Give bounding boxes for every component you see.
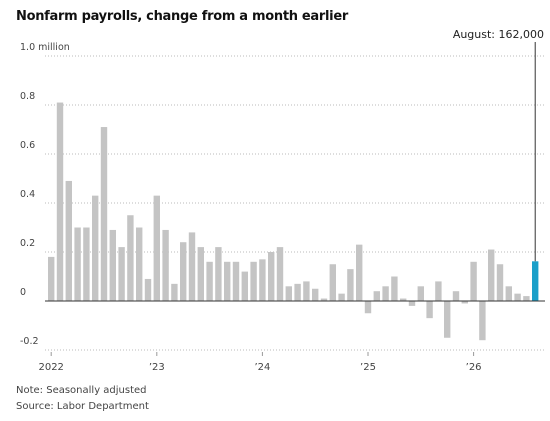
bar (100, 127, 108, 301)
bar (505, 286, 512, 301)
bar (320, 298, 328, 301)
bar (479, 301, 486, 341)
bar (356, 244, 363, 301)
bar (136, 227, 143, 301)
bar (373, 291, 380, 301)
bar (188, 232, 196, 301)
y-tick-label: 0 (20, 287, 26, 298)
bar (92, 195, 99, 301)
bar (391, 276, 398, 301)
bar (162, 229, 169, 301)
bar (232, 261, 240, 301)
note: Note: Seasonally adjusted (16, 385, 147, 396)
annotation: August: 162,000 (453, 28, 544, 41)
y-tick-label: 1.0 million (20, 42, 70, 53)
x-tick-label: ’25 (360, 362, 376, 373)
bar (259, 259, 266, 301)
y-tick-label: -0.2 (20, 336, 39, 347)
bar (206, 261, 213, 301)
bar (224, 261, 231, 301)
x-tick-label: 2022 (38, 362, 63, 373)
source: Source: Labor Department (16, 401, 149, 412)
bar (514, 293, 521, 301)
bar (48, 256, 55, 301)
y-tick-label: 0.4 (20, 189, 35, 200)
bar (329, 264, 336, 301)
bar (523, 296, 530, 301)
bar (83, 227, 90, 301)
x-tick-label: ’24 (254, 362, 270, 373)
bar (127, 215, 134, 301)
bar (496, 264, 504, 301)
bar (215, 247, 222, 301)
bar (400, 298, 407, 301)
bar (444, 301, 451, 338)
bar (452, 291, 460, 301)
bar (109, 229, 116, 301)
bar (426, 301, 433, 319)
chart-title: Nonfarm payrolls, change from a month ea… (16, 9, 349, 24)
bar (312, 288, 319, 301)
bar (532, 261, 539, 301)
bar (144, 278, 152, 301)
bar (171, 283, 178, 301)
bar (294, 283, 301, 301)
y-tick-label: 0.8 (20, 91, 35, 102)
bar (180, 242, 187, 301)
bar (435, 281, 442, 301)
bar (250, 261, 257, 301)
bar (268, 252, 275, 301)
bar (364, 301, 372, 314)
bar (285, 286, 292, 301)
bar (241, 271, 248, 301)
bar (197, 247, 204, 301)
bar (338, 293, 345, 301)
bar (153, 195, 160, 301)
bar (461, 301, 468, 304)
x-tick-label: ’23 (149, 362, 165, 373)
x-tick-label: ’26 (466, 362, 482, 373)
bar (56, 102, 64, 301)
bar (470, 261, 477, 301)
y-tick-label: 0.6 (20, 140, 35, 151)
bar (408, 301, 416, 306)
bar (276, 247, 284, 301)
bar (347, 269, 354, 301)
bar (417, 286, 424, 301)
bar (65, 180, 72, 301)
bar (382, 286, 389, 301)
bar (488, 249, 495, 301)
bar (118, 247, 125, 301)
bar (74, 227, 81, 301)
bar (303, 281, 310, 301)
y-tick-label: 0.2 (20, 238, 35, 249)
